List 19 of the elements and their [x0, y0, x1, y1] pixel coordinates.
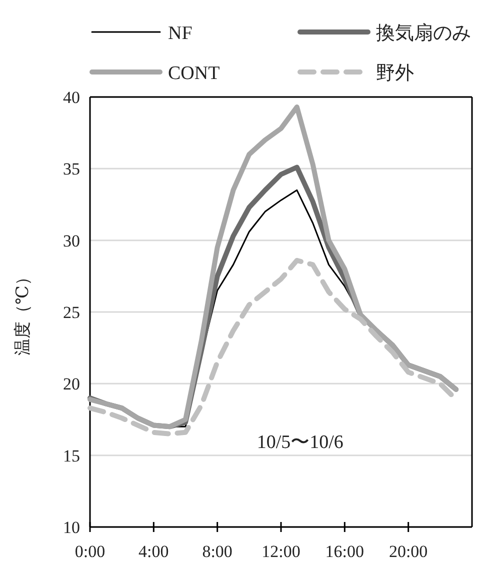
legend-label: NF — [168, 23, 192, 44]
legend-label: CONT — [168, 63, 220, 84]
y-tick-label: 40 — [63, 88, 80, 107]
y-tick-label: 20 — [63, 374, 80, 394]
y-tick-label: 25 — [63, 303, 80, 322]
x-tick-label: 16:00 — [325, 542, 364, 561]
annotation: 10/5〜10/6 — [256, 432, 344, 453]
x-tick-label: 12:00 — [262, 542, 300, 561]
legend-label: 野外 — [376, 63, 414, 84]
x-tick-label: 0:00 — [74, 542, 106, 561]
y-tick-label: 15 — [63, 446, 80, 466]
y-axis-title: 温度（℃） — [13, 268, 32, 356]
legend-label: 換気扇のみ — [376, 22, 471, 44]
y-tick-label: 35 — [63, 160, 80, 179]
y-tick-label: 30 — [63, 231, 80, 250]
x-tick-label: 4:00 — [138, 542, 169, 561]
x-tick-label: 20:00 — [388, 542, 428, 561]
y-tick-label: 10 — [63, 518, 80, 537]
x-tick-label: 8:00 — [202, 542, 232, 561]
